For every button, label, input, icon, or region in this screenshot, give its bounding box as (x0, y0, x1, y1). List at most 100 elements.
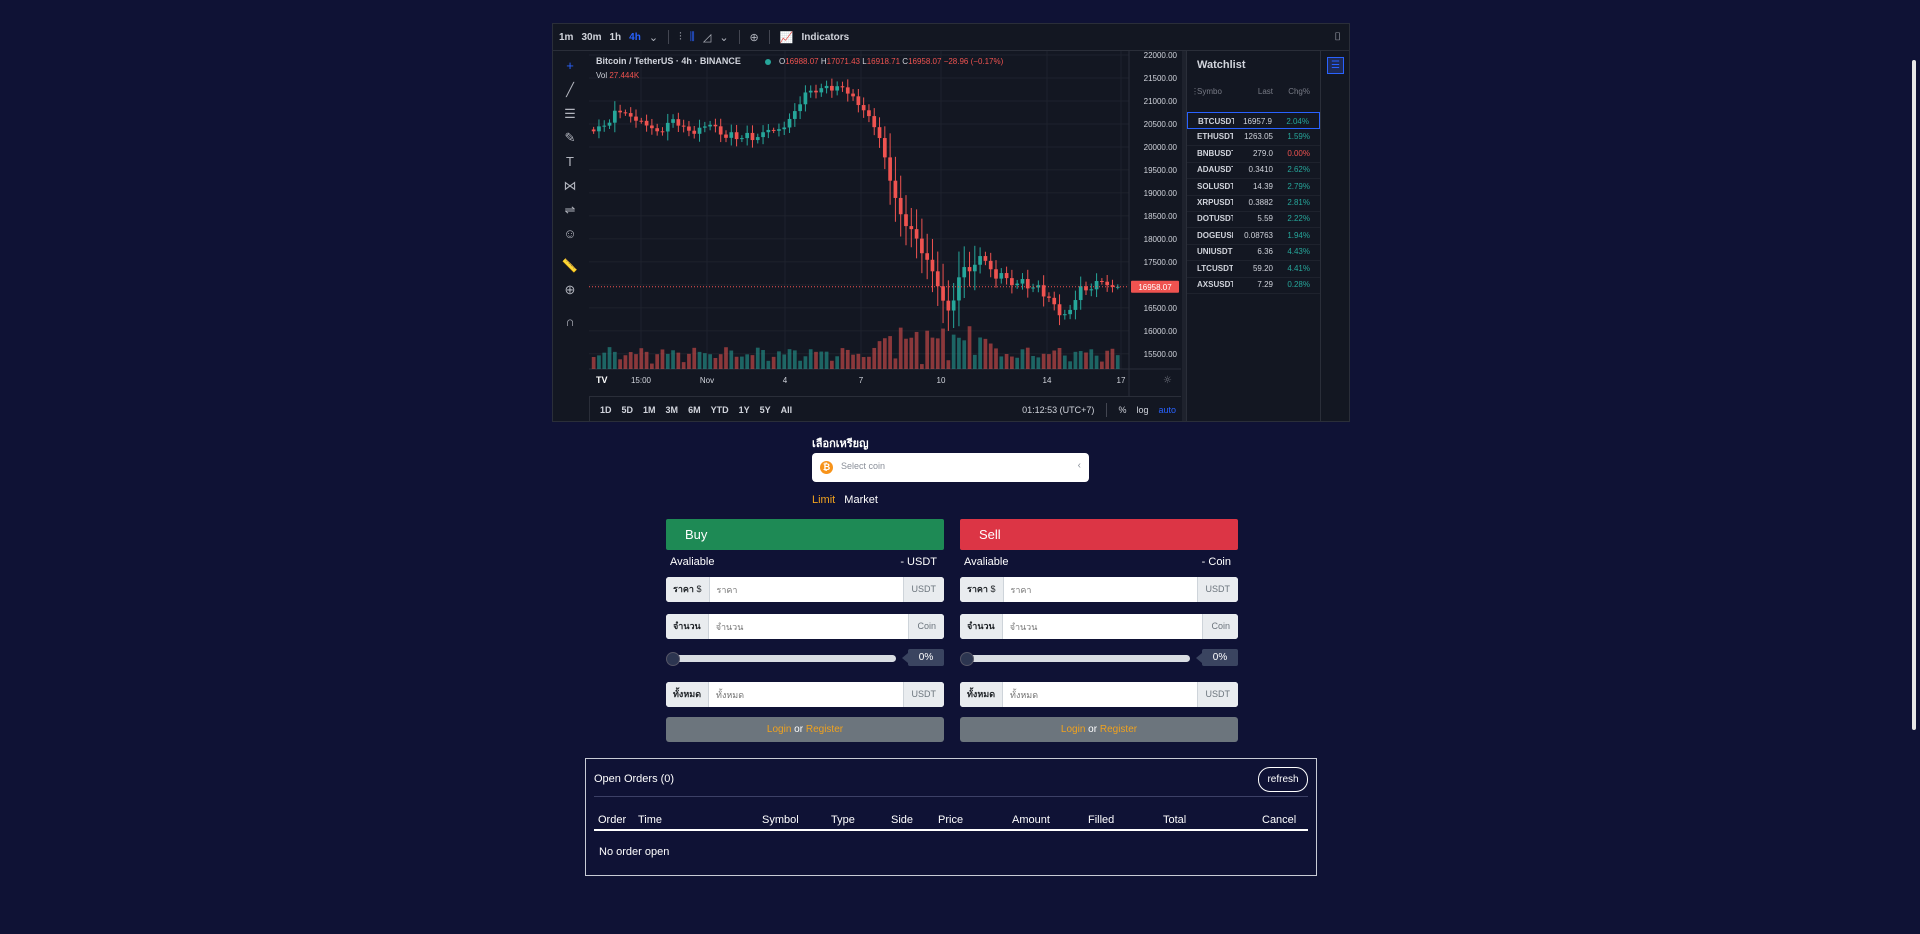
watchlist-row[interactable]: ETHUSDT 1263.05 1.59% (1187, 128, 1320, 147)
tab-limit[interactable]: Limit (812, 494, 836, 506)
timeframe-1m[interactable]: 1m (559, 31, 574, 43)
watchlist-row[interactable]: ADAUSDT 0.3410 2.62% (1187, 161, 1320, 180)
buy-percent-slider[interactable]: 0% (666, 649, 944, 667)
watchlist-chg: 2.04% (1286, 117, 1309, 126)
watchlist-row[interactable]: DOGEUSDT 0.08763 1.94% (1187, 227, 1320, 245)
range-1d[interactable]: 1D (600, 404, 612, 415)
volume-bar (904, 338, 908, 369)
total-prefix: ทั้งหมด (960, 682, 1004, 707)
price-chart[interactable]: 22000.00 21500.00 21000.00 20500.00 20000.00… (589, 51, 1181, 396)
slider-handle[interactable] (666, 652, 680, 666)
range-5y[interactable]: 5Y (759, 404, 771, 415)
sell-button[interactable]: Sell (960, 519, 1238, 550)
fib-lines-icon[interactable]: ☰ (564, 106, 576, 121)
slider-track[interactable] (964, 655, 1190, 662)
volume-bar (972, 354, 977, 369)
last-price-label: 16958.07 (1138, 283, 1172, 292)
slider-track[interactable] (670, 655, 896, 662)
chart-area[interactable]: 22000.00 21500.00 21000.00 20500.00 20000.00… (589, 51, 1181, 396)
auto-scale-toggle[interactable]: auto (1158, 404, 1176, 415)
sell-percent-slider[interactable]: 0% (960, 649, 1238, 667)
watchlist-row[interactable]: AXSUSDT 7.29 0.28% (1187, 276, 1320, 294)
sell-total-input[interactable] (1003, 682, 1197, 707)
pattern-icon[interactable]: ⋈ (563, 178, 577, 193)
sell-amount-input[interactable] (1002, 614, 1203, 639)
brush-icon[interactable]: ✎ (564, 130, 576, 145)
candle-body (1025, 279, 1030, 289)
candle-body (962, 267, 967, 278)
watchlist-row[interactable]: XRPUSDT 0.3882 2.81% (1187, 194, 1320, 212)
timeframe-1h[interactable]: 1h (609, 31, 622, 43)
range-1m[interactable]: 1M (643, 404, 656, 415)
timeframe-4h[interactable]: 4h (629, 31, 641, 43)
coin-select[interactable]: ₿ Select coin ‹ (812, 453, 1089, 482)
login-link[interactable]: Login (766, 724, 792, 735)
bar-chart-icon[interactable]: ⫶ (679, 30, 682, 43)
range-ytd[interactable]: YTD (710, 404, 729, 415)
chevron-down-icon[interactable]: ⌄ (648, 31, 659, 44)
emoji-icon[interactable]: ☺ (563, 226, 577, 241)
volume-bar (671, 350, 675, 369)
volume-bar (935, 338, 940, 369)
column-cancel: Cancel (1262, 814, 1297, 826)
chevron-down-icon[interactable]: ⌄ (719, 31, 729, 44)
page-scrollbar[interactable] (1912, 60, 1916, 730)
register-link[interactable]: Register (1099, 724, 1138, 735)
login-link[interactable]: Login (1060, 724, 1086, 735)
crosshair-icon[interactable]: + (566, 58, 574, 73)
candle-body (914, 229, 919, 239)
compare-plus-icon[interactable]: ⊕ (749, 31, 759, 44)
candle-body (994, 269, 998, 279)
panel-resizer[interactable] (1182, 51, 1186, 421)
magnet-icon[interactable]: ∩ (565, 314, 575, 329)
camera-icon[interactable]: ⌷ (1334, 30, 1341, 43)
text-icon[interactable]: T (566, 154, 574, 169)
watchlist-row[interactable]: SOLUSDT 14.39 2.79% (1187, 178, 1320, 196)
range-all[interactable]: All (780, 404, 793, 415)
timeframe-30m[interactable]: 30m (581, 31, 602, 43)
watchlist-row[interactable]: UNIUSDT 6.36 4.43% (1187, 243, 1320, 262)
x-tick-label: Nov (700, 376, 714, 385)
available-label: Avaliable (964, 556, 1009, 568)
indicators-icon[interactable]: 📈 (779, 31, 794, 44)
watchlist-row[interactable]: BNBUSDT 279.0 0.00% (1187, 145, 1320, 163)
drag-handle-icon[interactable]: ⋮ (1191, 87, 1199, 96)
tab-market[interactable]: Market (844, 494, 878, 506)
prediction-icon[interactable]: ⇌ (564, 202, 576, 217)
area-chart-icon[interactable]: ◿ (702, 31, 712, 44)
slider-handle[interactable] (960, 652, 974, 666)
buy-button[interactable]: Buy (666, 519, 944, 550)
watchlist-row[interactable]: DOTUSDT 5.59 2.22% (1187, 210, 1320, 229)
watchlist-row[interactable]: BTCUSDT 16957.9 2.04% (1187, 112, 1320, 129)
buy-amount-input[interactable] (708, 614, 909, 639)
register-link[interactable]: Register (805, 724, 844, 735)
buy-total-input[interactable] (709, 682, 903, 707)
candle-body (777, 129, 781, 131)
candles-icon[interactable]: ⫼ (689, 30, 695, 43)
candle-body (845, 87, 850, 94)
refresh-button[interactable]: refresh (1258, 767, 1308, 792)
range-3m[interactable]: 3M (665, 404, 679, 415)
column-chg[interactable]: Chg% (1288, 87, 1310, 96)
watchlist-icon[interactable]: ☰ (1327, 57, 1344, 74)
price-suffix: USDT (902, 577, 944, 602)
indicators-button[interactable]: Indicators (801, 31, 850, 43)
ruler-icon[interactable]: 📏 (561, 258, 579, 273)
chart-clock[interactable]: 01:12:53 (UTC+7) (1022, 404, 1095, 415)
buy-price-input[interactable] (709, 577, 903, 602)
log-scale-toggle[interactable]: log (1136, 404, 1149, 415)
range-6m[interactable]: 6M (688, 404, 701, 415)
volume-bar (618, 359, 622, 369)
trend-line-icon[interactable]: ╱ (566, 82, 574, 97)
watchlist-row[interactable]: LTCUSDT 59.20 4.41% (1187, 260, 1320, 278)
range-1y[interactable]: 1Y (738, 404, 750, 415)
volume-bar (1100, 361, 1104, 369)
range-5d[interactable]: 5D (621, 404, 634, 415)
column-symbol[interactable]: Symbo (1197, 87, 1222, 96)
sell-price-input[interactable] (1003, 577, 1197, 602)
zoom-in-icon[interactable]: ⊕ (564, 282, 576, 297)
percent-scale-toggle[interactable]: % (1118, 404, 1127, 415)
watchlist-symbol: LTCUSDT (1197, 263, 1233, 273)
volume-bar (877, 341, 882, 369)
column-last[interactable]: Last (1257, 87, 1273, 96)
